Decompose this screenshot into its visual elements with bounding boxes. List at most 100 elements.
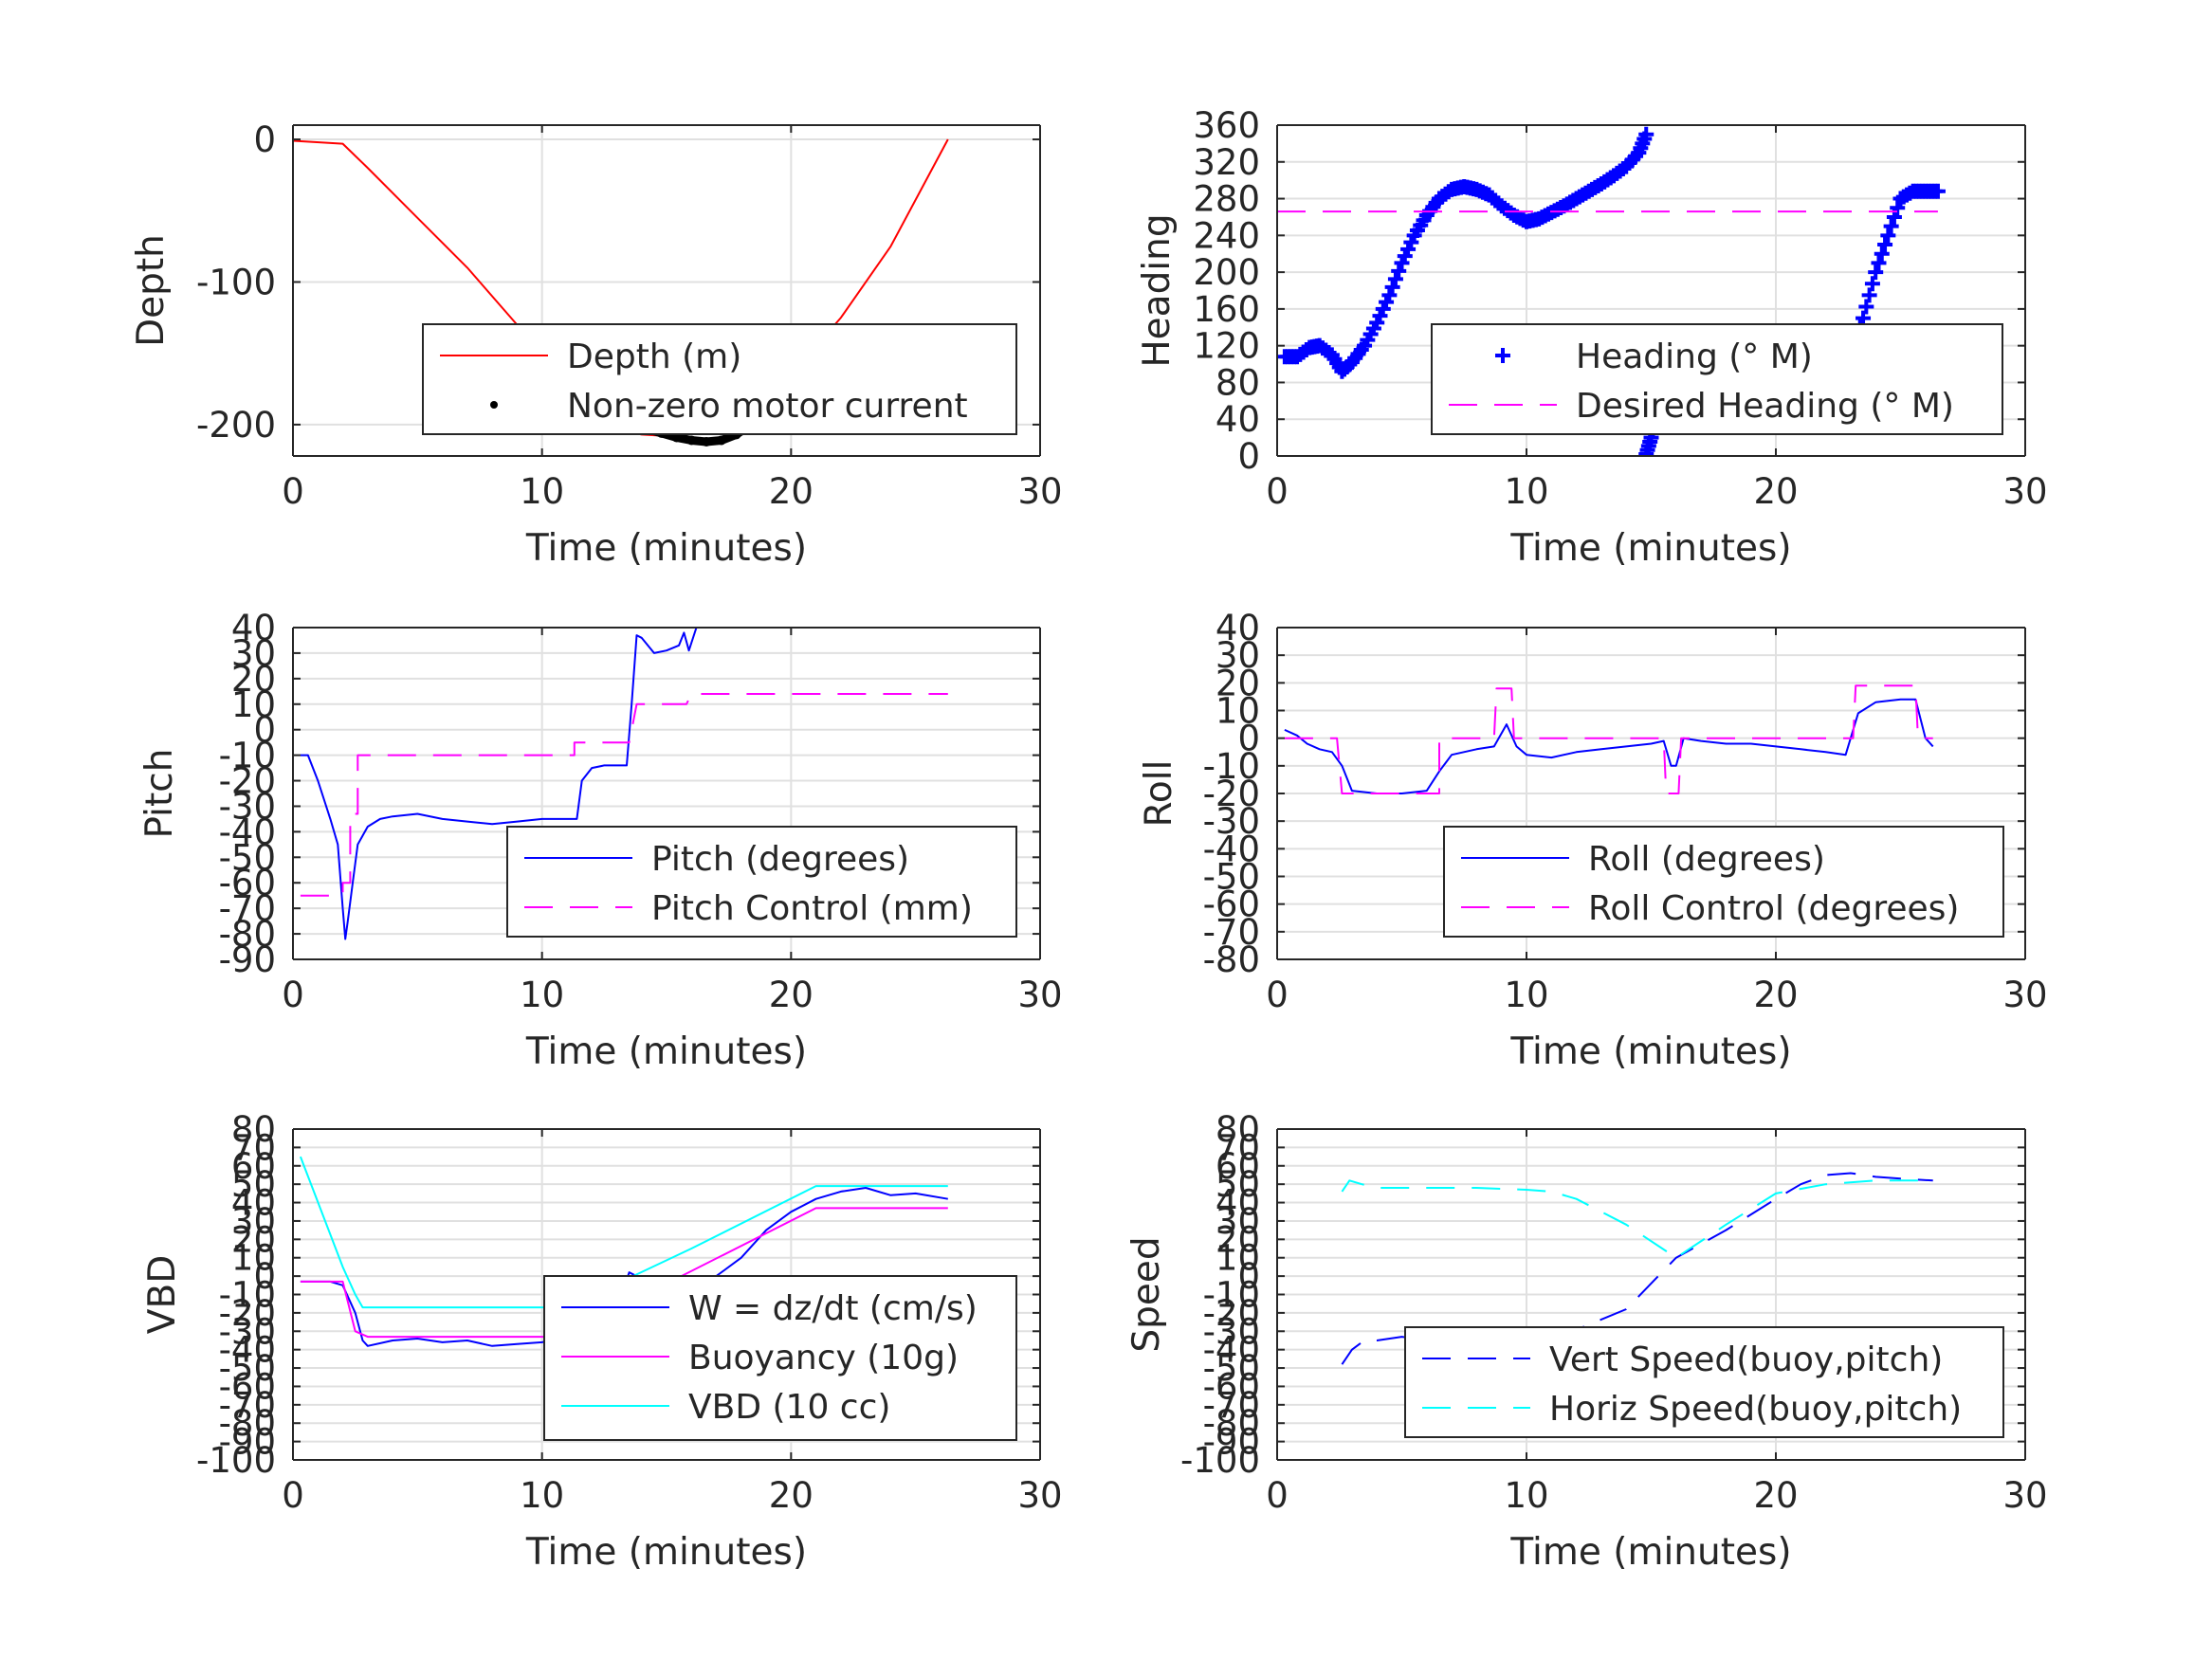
series-1-marker: [1880, 228, 1896, 244]
y-tick-label: 40: [1216, 1183, 1260, 1224]
series-1-marker: [1638, 126, 1654, 142]
x-tick-label: 10: [1504, 975, 1548, 1015]
x-tick-label: 30: [1017, 975, 1062, 1015]
y-tick-label: 0: [253, 710, 276, 751]
y-tick-label: 280: [1193, 179, 1260, 220]
y-tick-label: 40: [231, 608, 276, 648]
series-1-marker: [1387, 271, 1403, 287]
legend: Roll (degrees) Roll Control (degrees): [1443, 826, 2004, 938]
series-2-point: [686, 435, 697, 446]
series-group: [1341, 1172, 1933, 1365]
y-tick-label: 40: [1216, 608, 1260, 648]
x-tick-label: 10: [1504, 471, 1548, 512]
y-axis-label: Pitch: [138, 749, 181, 839]
y-tick-label: 80: [1216, 1109, 1260, 1150]
y-tick-label: -40: [1203, 829, 1260, 869]
y-tick-label: -20: [1203, 774, 1260, 814]
y-tick-label: 320: [1193, 142, 1260, 183]
y-axis-label: Roll: [1138, 760, 1180, 828]
legend: W = dz/dt (cm/s) Buoyancy (10g) VBD (10 cc…: [543, 1275, 1017, 1441]
y-tick-label: -200: [196, 405, 276, 446]
y-tick-label: 70: [231, 1127, 276, 1168]
legend-box: [543, 1275, 1017, 1441]
series-group: [1284, 684, 1934, 794]
series-1-line: [1341, 1172, 1933, 1365]
y-tick-label: -40: [219, 1330, 276, 1371]
legend-label: Non-zero motor current: [567, 387, 968, 426]
y-tick-label: -80: [219, 1403, 276, 1444]
x-tick-label: 0: [282, 471, 304, 512]
series-2-point: [716, 435, 726, 446]
y-tick-label: 80: [231, 1109, 276, 1150]
x-tick-label: 20: [769, 471, 814, 512]
y-tick-label: 30: [1216, 1201, 1260, 1242]
y-axis-label: Heading: [1136, 213, 1179, 367]
y-tick-label: 60: [231, 1146, 276, 1187]
legend-box: [506, 826, 1017, 938]
roll-panel: 0 10 20 30-80-70-60-50-40-30-20-10010203040…: [1138, 608, 2048, 1073]
x-tick-label: 20: [1753, 471, 1798, 512]
y-tick-label: 160: [1193, 289, 1260, 330]
y-tick-label: -40: [219, 811, 276, 852]
x-tick-label: 0: [282, 1475, 304, 1516]
x-axis-label: Time (minutes): [525, 527, 807, 570]
y-tick-label: 30: [1216, 635, 1260, 676]
y-tick-label: 70: [1216, 1127, 1260, 1168]
series-1-line: [300, 628, 698, 940]
y-tick-label: 50: [1216, 1164, 1260, 1205]
series-2-line: [300, 1207, 948, 1339]
series-1-marker: [1856, 310, 1872, 326]
y-tick-label: 40: [231, 1183, 276, 1224]
legend-label: Desired Heading (° M): [1576, 387, 1954, 426]
x-axis-label: Time (minutes): [1509, 527, 1791, 570]
legend-box: [1443, 826, 2004, 938]
y-tick-label: -40: [1203, 1330, 1260, 1371]
depth-panel: 0 10 20 30 -200 -100 0 Time (minutes) Depth Depth…: [130, 119, 1063, 570]
y-tick-label: 0: [1237, 1256, 1260, 1297]
x-tick-label: 0: [282, 975, 304, 1015]
legend-swatch-dot: [490, 401, 498, 409]
series-1-marker: [1883, 218, 1899, 234]
x-tick-label: 30: [2002, 975, 2047, 1015]
legend-box: [1404, 1326, 2004, 1438]
y-tick-label: -50: [1203, 857, 1260, 898]
y-tick-label: -80: [1203, 939, 1260, 980]
series-2-line: [1341, 1179, 1933, 1259]
legend: Heading (° M) Desired Heading (° M): [1431, 323, 2003, 435]
x-axis-label: Time (minutes): [1509, 1030, 1791, 1073]
x-tick-label: 30: [1017, 471, 1062, 512]
x-tick-label: 20: [769, 1475, 814, 1516]
series-1-marker: [1877, 237, 1893, 253]
legend-label: Buoyancy (10g): [688, 1339, 959, 1377]
x-tick-label: 30: [2002, 1475, 2047, 1516]
x-tick-label: 10: [520, 1475, 564, 1516]
y-tick-label: 30: [231, 1201, 276, 1242]
legend-label: Roll Control (degrees): [1588, 889, 1959, 928]
y-tick-label: -90: [1203, 1422, 1260, 1463]
y-axis-label: Speed: [1125, 1236, 1168, 1352]
y-tick-label: -20: [1203, 1293, 1260, 1334]
x-axis-label: Time (minutes): [525, 1531, 807, 1574]
y-tick-label: 20: [1216, 1219, 1260, 1260]
y-tick-label: -60: [1203, 1366, 1260, 1407]
y-tick-label: -20: [219, 761, 276, 802]
y-tick-label: -90: [219, 939, 276, 980]
y-tick-label: -10: [1203, 1275, 1260, 1316]
y-tick-label: -70: [219, 888, 276, 929]
y-tick-label: -50: [1203, 1348, 1260, 1389]
y-tick-label: 80: [1216, 362, 1260, 403]
series-2-line: [300, 693, 948, 897]
speed-panel: 0 10 20 30-100-90-80-70-60-50-40-30-20-1001…: [1125, 1109, 2048, 1574]
y-tick-label: 0: [253, 119, 276, 160]
y-tick-label: 10: [231, 1238, 276, 1279]
pitch-panel: 0 10 20 30-90-80-70-60-50-40-30-20-10010203…: [138, 608, 1063, 1073]
y-tick-label: -50: [219, 1348, 276, 1389]
x-tick-label: 20: [769, 975, 814, 1015]
legend-label: Heading (° M): [1576, 337, 1813, 376]
legend-box: [422, 323, 1017, 435]
y-tick-label: -60: [1203, 884, 1260, 925]
series-1-marker: [1929, 183, 1946, 199]
y-tick-label: -70: [1203, 912, 1260, 953]
series-1-line: [1284, 698, 1934, 794]
series-1-marker: [1864, 276, 1880, 292]
